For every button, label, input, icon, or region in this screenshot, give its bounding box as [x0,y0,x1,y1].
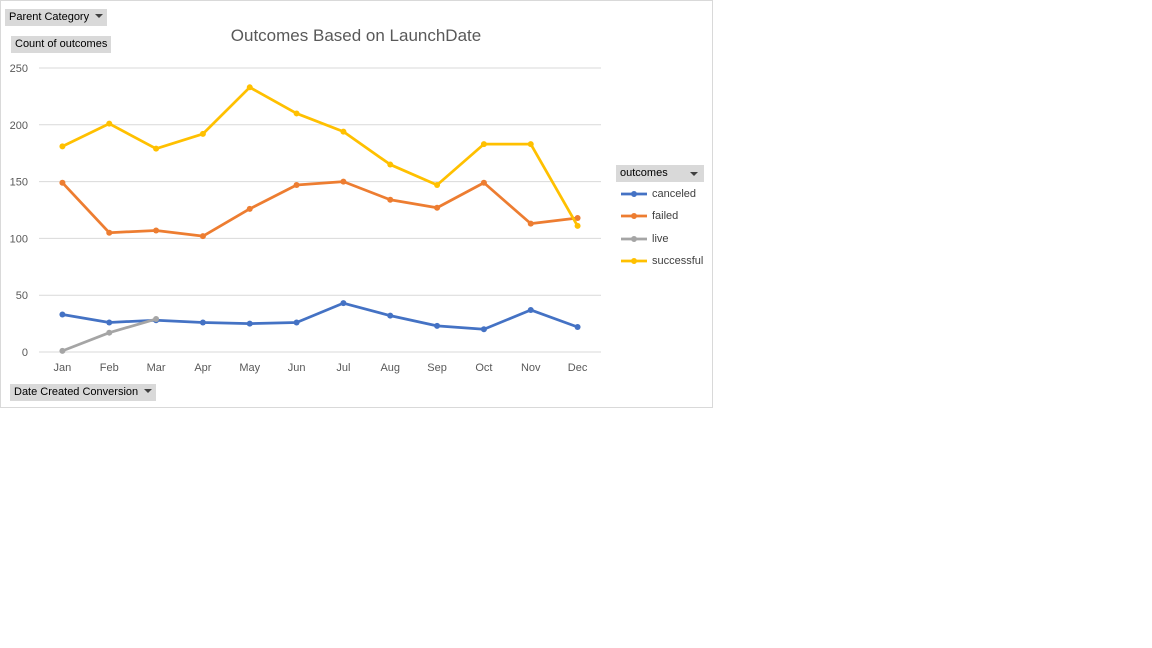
data-point-failed[interactable] [480,179,487,186]
data-point-failed[interactable] [340,178,347,185]
series-canceled [59,300,581,333]
axis-field-button[interactable]: Date Created Conversion [10,384,157,401]
parent-category-filter-label: Parent Category [9,11,90,23]
chevron-down-icon [144,389,153,394]
data-point-failed[interactable] [527,220,534,227]
x-tick-label: Aug [380,362,400,374]
series-lines [59,84,581,354]
x-tick-label: Oct [475,362,492,374]
y-axis-ticks: 0 50 100 150 200 250 [10,63,28,359]
chart-title: Outcomes Based on LaunchDate [231,26,481,45]
data-point-successful[interactable] [59,143,66,150]
data-point-successful[interactable] [293,110,300,117]
data-point-successful[interactable] [199,130,206,137]
chevron-down-icon [95,14,104,19]
pivot-chart-area[interactable]: Parent Category Count of outcomes Date C… [0,0,713,408]
y-tick-label: 0 [22,347,28,359]
data-point-successful[interactable] [574,222,581,229]
data-point-canceled[interactable] [434,322,441,329]
legend-label: failed [652,210,679,223]
data-point-failed[interactable] [106,229,113,236]
x-tick-label: Sep [427,362,447,374]
x-tick-label: May [239,362,260,374]
series-line-canceled [61,301,579,331]
data-point-successful[interactable] [340,128,347,135]
data-point-live[interactable] [59,347,66,354]
data-point-canceled[interactable] [480,326,487,333]
chevron-down-icon [690,172,698,176]
parent-category-filter-button[interactable]: Parent Category [5,9,108,26]
data-point-successful[interactable] [434,182,441,189]
legend-label: successful [652,254,704,267]
data-point-canceled[interactable] [527,306,534,313]
data-point-failed[interactable] [246,205,253,212]
legend-marker-dot [631,191,637,197]
data-point-failed[interactable] [199,233,206,240]
data-point-failed[interactable] [574,214,581,221]
series-successful [59,84,581,229]
data-point-failed[interactable] [434,204,441,211]
x-tick-label: Jun [288,362,306,374]
legend-marker-dot [631,213,637,220]
x-tick-label: Apr [194,362,211,374]
data-point-failed[interactable] [59,179,66,186]
data-point-live[interactable] [153,316,160,323]
data-point-canceled[interactable] [387,312,394,319]
gridlines [39,67,601,353]
data-point-successful[interactable] [153,145,160,152]
data-point-canceled[interactable] [574,324,581,331]
x-tick-label: Jul [336,362,350,374]
legend-label: live [652,232,669,245]
series-live [59,316,160,354]
x-tick-label: Mar [147,362,166,374]
data-point-live[interactable] [106,329,113,336]
data-point-successful[interactable] [387,161,394,168]
legend-marker [621,191,647,197]
axis-field-label: Date Created Conversion [14,386,139,398]
legend-marker [621,213,647,220]
legend-marker-dot [631,257,637,264]
series-line-successful [61,85,579,228]
data-point-failed[interactable] [293,182,300,189]
y-tick-label: 50 [16,290,28,302]
data-point-successful[interactable] [246,84,253,91]
legend-marker-dot [631,235,637,242]
y-tick-label: 150 [10,177,28,189]
x-tick-label: Nov [521,362,541,374]
legend-field-button[interactable]: outcomes [616,165,704,182]
x-axis-ticks: Jan Feb Mar Apr May Jun Jul Aug Sep Oct Nov Dec [54,362,588,374]
data-point-successful[interactable] [480,141,487,148]
x-tick-label: Feb [100,362,119,374]
data-point-canceled[interactable] [293,319,300,326]
y-tick-label: 250 [10,63,28,75]
x-tick-label: Jan [54,362,72,374]
line-chart: Outcomes Based on LaunchDate 0 50 100 150 20… [10,26,601,374]
legend-field-label: outcomes [620,167,668,179]
data-point-failed[interactable] [153,227,160,234]
data-point-successful[interactable] [106,120,113,127]
data-point-canceled[interactable] [340,300,347,307]
data-point-successful[interactable] [527,141,534,148]
values-field-label: Count of outcomes [11,36,112,53]
data-point-canceled[interactable] [106,319,113,326]
legend-label: canceled [652,188,697,200]
data-point-canceled[interactable] [199,319,206,326]
series-failed [59,178,581,240]
legend-marker [621,257,647,264]
data-point-canceled[interactable] [246,320,253,327]
data-point-failed[interactable] [387,196,394,203]
series-line-failed [61,180,579,238]
x-tick-label: Dec [568,362,588,374]
data-point-canceled[interactable] [59,311,66,318]
legend-marker [621,235,647,242]
y-tick-label: 200 [10,120,28,132]
y-tick-label: 100 [10,233,28,245]
